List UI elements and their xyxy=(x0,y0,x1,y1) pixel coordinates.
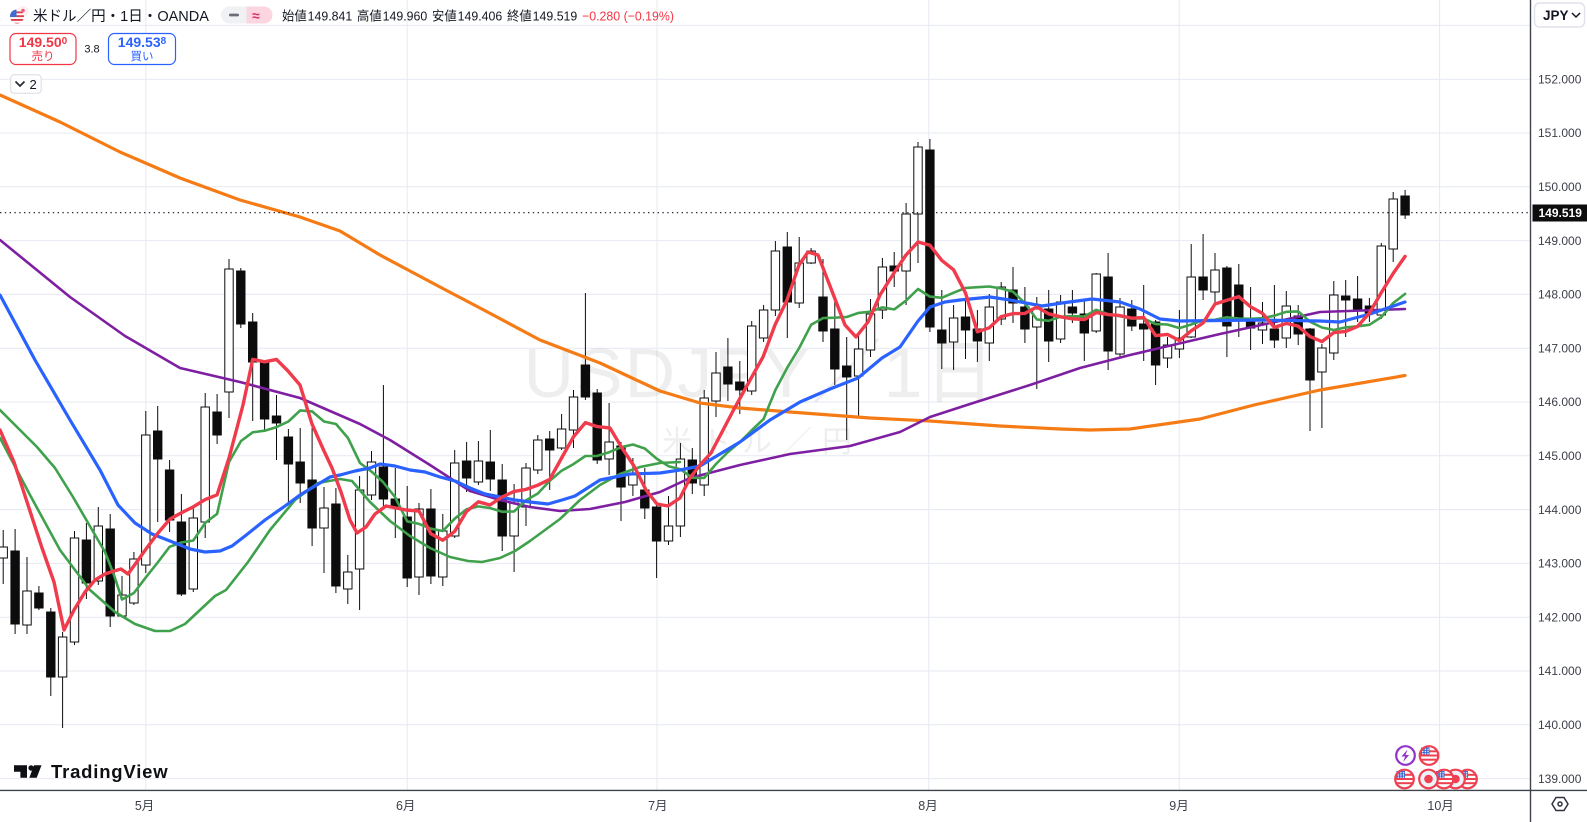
svg-text:141.000: 141.000 xyxy=(1538,664,1582,678)
svg-text:142.000: 142.000 xyxy=(1538,610,1582,624)
svg-text:買い: 買い xyxy=(131,50,154,63)
svg-text:JPY: JPY xyxy=(1543,8,1569,23)
svg-text:USDJPY／1日: USDJPY／1日 xyxy=(523,334,996,412)
svg-text:143.000: 143.000 xyxy=(1538,557,1582,571)
svg-text:10月: 10月 xyxy=(1427,799,1453,813)
svg-text:149.538: 149.538 xyxy=(118,34,167,50)
svg-text:139.000: 139.000 xyxy=(1538,772,1582,786)
svg-text:米ドル／円・1日・OANDA: 米ドル／円・1日・OANDA xyxy=(33,8,209,25)
svg-text:≈: ≈ xyxy=(252,8,260,24)
svg-text:152.000: 152.000 xyxy=(1538,72,1582,86)
svg-text:TradingView: TradingView xyxy=(51,761,168,782)
svg-text:9月: 9月 xyxy=(1169,799,1188,813)
svg-text:140.000: 140.000 xyxy=(1538,718,1582,732)
svg-text:147.000: 147.000 xyxy=(1538,341,1582,355)
svg-text:7月: 7月 xyxy=(648,799,667,813)
svg-text:146.000: 146.000 xyxy=(1538,395,1582,409)
svg-text:144.000: 144.000 xyxy=(1538,503,1582,517)
svg-text:8月: 8月 xyxy=(918,799,937,813)
svg-text:2: 2 xyxy=(30,77,37,92)
svg-text:5月: 5月 xyxy=(135,799,154,813)
svg-text:6月: 6月 xyxy=(396,799,415,813)
svg-text:149.500: 149.500 xyxy=(19,34,68,50)
svg-text:151.000: 151.000 xyxy=(1538,126,1582,140)
svg-text:149.519: 149.519 xyxy=(1539,206,1583,220)
svg-text:売り: 売り xyxy=(32,50,55,63)
svg-text:148.000: 148.000 xyxy=(1538,288,1582,302)
svg-text:145.000: 145.000 xyxy=(1538,449,1582,463)
svg-text:150.000: 150.000 xyxy=(1538,180,1582,194)
svg-text:149.000: 149.000 xyxy=(1538,234,1582,248)
svg-text:3.8: 3.8 xyxy=(84,44,99,56)
